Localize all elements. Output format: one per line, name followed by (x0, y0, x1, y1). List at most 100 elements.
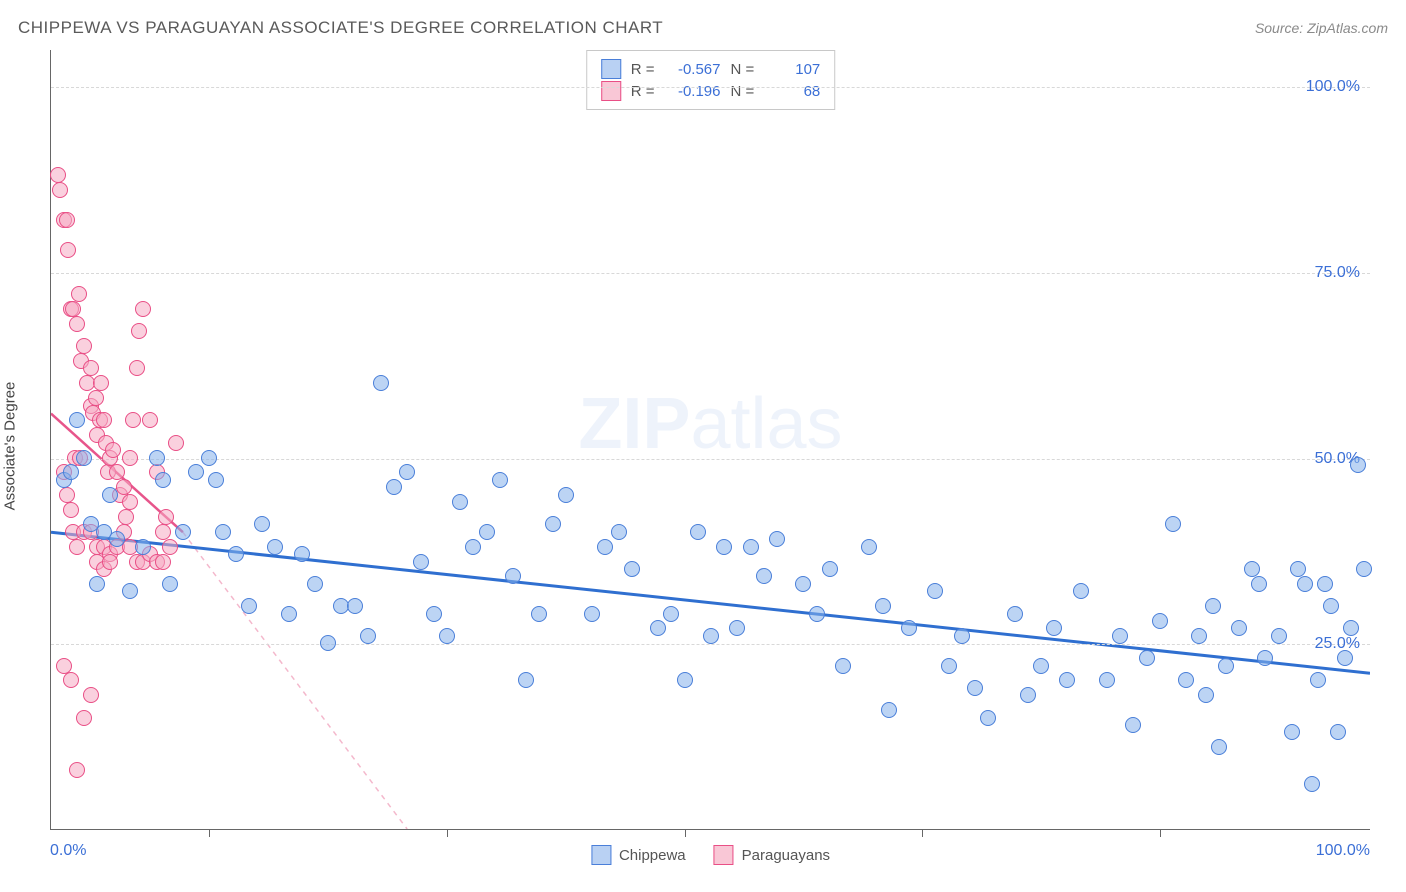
scatter-point-paraguayans (63, 502, 79, 518)
scatter-point-paraguayans (142, 412, 158, 428)
scatter-point-chippewa (1205, 598, 1221, 614)
scatter-point-chippewa (281, 606, 297, 622)
y-tick-label: 25.0% (1315, 635, 1360, 653)
scatter-point-chippewa (1198, 687, 1214, 703)
scatter-point-chippewa (452, 494, 468, 510)
scatter-point-chippewa (413, 554, 429, 570)
scatter-point-chippewa (795, 576, 811, 592)
scatter-point-chippewa (611, 524, 627, 540)
scatter-point-chippewa (109, 531, 125, 547)
scatter-point-paraguayans (59, 487, 75, 503)
scatter-point-chippewa (1099, 672, 1115, 688)
scatter-point-chippewa (505, 568, 521, 584)
scatter-point-chippewa (901, 620, 917, 636)
scatter-point-chippewa (716, 539, 732, 555)
scatter-point-chippewa (1073, 583, 1089, 599)
scatter-point-chippewa (1139, 650, 1155, 666)
scatter-point-chippewa (1152, 613, 1168, 629)
scatter-point-chippewa (1059, 672, 1075, 688)
scatter-point-paraguayans (56, 658, 72, 674)
scatter-point-chippewa (1304, 776, 1320, 792)
scatter-point-chippewa (1033, 658, 1049, 674)
scatter-point-paraguayans (105, 442, 121, 458)
chart-title: CHIPPEWA VS PARAGUAYAN ASSOCIATE'S DEGRE… (18, 18, 663, 38)
watermark-bold: ZIP (578, 384, 690, 464)
scatter-point-chippewa (1337, 650, 1353, 666)
scatter-point-chippewa (1112, 628, 1128, 644)
scatter-point-chippewa (386, 479, 402, 495)
scatter-point-paraguayans (71, 286, 87, 302)
x-max-label: 100.0% (1316, 842, 1370, 860)
scatter-point-paraguayans (93, 375, 109, 391)
scatter-point-chippewa (254, 516, 270, 532)
scatter-point-chippewa (399, 464, 415, 480)
scatter-point-chippewa (1310, 672, 1326, 688)
r-label: R = (631, 61, 655, 78)
scatter-point-paraguayans (69, 762, 85, 778)
scatter-point-chippewa (149, 450, 165, 466)
scatter-point-chippewa (809, 606, 825, 622)
scatter-point-chippewa (769, 531, 785, 547)
scatter-point-chippewa (175, 524, 191, 540)
scatter-point-chippewa (465, 539, 481, 555)
scatter-point-chippewa (1165, 516, 1181, 532)
scatter-point-chippewa (373, 375, 389, 391)
x-tick (447, 829, 448, 837)
scatter-point-paraguayans (69, 539, 85, 555)
scatter-point-chippewa (102, 487, 118, 503)
scatter-point-paraguayans (76, 710, 92, 726)
x-tick (685, 829, 686, 837)
n-label: N = (731, 61, 755, 78)
scatter-point-chippewa (584, 606, 600, 622)
y-tick-label: 75.0% (1315, 264, 1360, 282)
scatter-point-chippewa (1297, 576, 1313, 592)
scatter-point-chippewa (188, 464, 204, 480)
swatch-chippewa (601, 59, 621, 79)
scatter-point-paraguayans (155, 524, 171, 540)
scatter-point-paraguayans (52, 182, 68, 198)
scatter-point-paraguayans (60, 242, 76, 258)
scatter-point-chippewa (980, 710, 996, 726)
x-tick (1160, 829, 1161, 837)
scatter-point-chippewa (677, 672, 693, 688)
scatter-point-chippewa (967, 680, 983, 696)
scatter-point-chippewa (479, 524, 495, 540)
scatter-point-chippewa (1007, 606, 1023, 622)
scatter-point-paraguayans (65, 301, 81, 317)
scatter-point-paraguayans (63, 672, 79, 688)
scatter-point-chippewa (941, 658, 957, 674)
scatter-point-chippewa (835, 658, 851, 674)
scatter-point-paraguayans (88, 390, 104, 406)
gridline-h (51, 87, 1370, 88)
n-value-chippewa: 107 (764, 61, 820, 78)
scatter-point-paraguayans (83, 687, 99, 703)
scatter-point-chippewa (518, 672, 534, 688)
scatter-point-chippewa (743, 539, 759, 555)
scatter-point-chippewa (439, 628, 455, 644)
scatter-point-chippewa (1244, 561, 1260, 577)
scatter-point-chippewa (927, 583, 943, 599)
scatter-point-chippewa (360, 628, 376, 644)
scatter-point-paraguayans (135, 301, 151, 317)
scatter-point-paraguayans (118, 509, 134, 525)
scatter-point-chippewa (597, 539, 613, 555)
scatter-point-chippewa (1323, 598, 1339, 614)
scatter-point-chippewa (215, 524, 231, 540)
scatter-point-chippewa (861, 539, 877, 555)
n-value-paraguayans: 68 (764, 83, 820, 100)
scatter-point-chippewa (63, 464, 79, 480)
chart-container: CHIPPEWA VS PARAGUAYAN ASSOCIATE'S DEGRE… (0, 0, 1406, 892)
scatter-point-paraguayans (125, 412, 141, 428)
scatter-point-chippewa (1125, 717, 1141, 733)
scatter-point-chippewa (1251, 576, 1267, 592)
n-label: N = (731, 83, 755, 100)
watermark: ZIPatlas (578, 383, 842, 465)
scatter-point-chippewa (1330, 724, 1346, 740)
scatter-point-chippewa (1356, 561, 1372, 577)
scatter-point-paraguayans (122, 450, 138, 466)
scatter-point-paraguayans (96, 412, 112, 428)
scatter-point-chippewa (881, 702, 897, 718)
plot-area: ZIPatlas R = -0.567 N = 107 R = -0.196 N… (50, 50, 1370, 830)
scatter-point-chippewa (531, 606, 547, 622)
scatter-point-chippewa (1211, 739, 1227, 755)
